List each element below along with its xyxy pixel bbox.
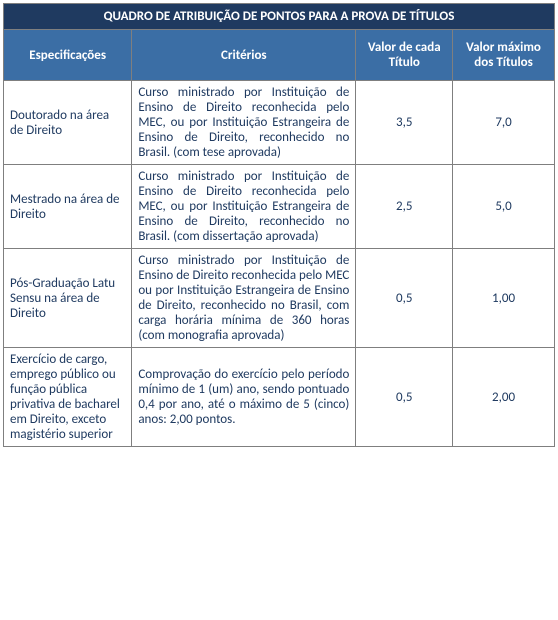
value-max-cell: 5,0 [453,165,555,249]
table-title-row: QUADRO DE ATRIBUIÇÃO DE PONTOS PARA A PR… [4,4,555,30]
value-max-cell: 7,0 [453,81,555,165]
spec-cell: Exercício de cargo, emprego público ou f… [4,348,132,447]
criteria-cell: Comprovação do exercício pelo período mí… [132,348,356,447]
value-each-cell: 0,5 [356,249,453,348]
points-allocation-table: QUADRO DE ATRIBUIÇÃO DE PONTOS PARA A PR… [3,3,555,447]
table-title: QUADRO DE ATRIBUIÇÃO DE PONTOS PARA A PR… [4,4,555,30]
spec-cell: Mestrado na área de Direito [4,165,132,249]
header-value-max: Valor máximo dos Títulos [453,30,555,81]
spec-cell: Doutorado na área de Direito [4,81,132,165]
header-criteria: Critérios [132,30,356,81]
table-row: Doutorado na área de Direito Curso minis… [4,81,555,165]
table-header-row: Especificações Critérios Valor de cada T… [4,30,555,81]
value-each-cell: 0,5 [356,348,453,447]
header-value-each: Valor de cada Título [356,30,453,81]
value-each-cell: 2,5 [356,165,453,249]
value-each-cell: 3,5 [356,81,453,165]
table-row: Exercício de cargo, emprego público ou f… [4,348,555,447]
value-max-cell: 2,00 [453,348,555,447]
criteria-cell: Curso ministrado por Instituição de Ensi… [132,81,356,165]
header-specifications: Especificações [4,30,132,81]
criteria-cell: Curso ministrado por Instituição de Ensi… [132,165,356,249]
criteria-cell: Curso ministrado por Instituição de Ensi… [132,249,356,348]
table-row: Mestrado na área de Direito Curso minist… [4,165,555,249]
table-row: Pós-Graduação Latu Sensu na área de Dire… [4,249,555,348]
value-max-cell: 1,00 [453,249,555,348]
spec-cell: Pós-Graduação Latu Sensu na área de Dire… [4,249,132,348]
